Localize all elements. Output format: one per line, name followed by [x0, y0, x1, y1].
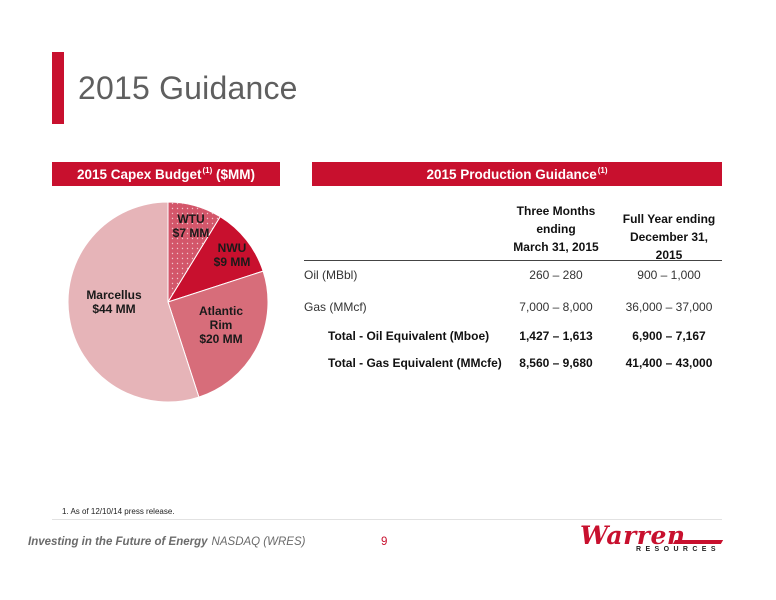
footer-divider [52, 519, 722, 520]
row-value-fy: 900 – 1,000 [637, 268, 701, 282]
logo-wordmark: Warren [580, 521, 686, 550]
pie-label-nwu: NWU $9 MM [214, 241, 251, 269]
pie-label-wtu: WTU $7 MM [173, 212, 210, 240]
table-row-oil: Oil (MBbl) 260 – 280 900 – 1,000 [304, 268, 722, 286]
page-title: 2015 Guidance [78, 70, 298, 106]
footer-tagline: Investing in the Future of Energy NASDAQ … [28, 536, 305, 548]
row-label: Oil (MBbl) [304, 268, 358, 282]
table-row-gas: Gas (MMcf) 7,000 – 8,000 36,000 – 37,000 [304, 300, 722, 318]
row-value-q1: 1,427 – 1,613 [519, 329, 593, 343]
pie-slice-nwu [166, 216, 264, 303]
row-value-fy: 41,400 – 43,000 [625, 356, 713, 370]
tagline-text: Investing in the Future of Energy [28, 536, 208, 548]
row-value-q1: 260 – 280 [529, 268, 583, 282]
pie-slice-marcellus [67, 201, 200, 403]
col-header-line: ending [536, 222, 576, 236]
col-header-line: December 31, 2015 [629, 230, 709, 262]
row-value-q1: 8,560 – 9,680 [519, 356, 593, 370]
row-label: Total - Oil Equivalent (Mboe) [328, 329, 490, 343]
title-accent-bar [52, 52, 64, 124]
col-header-line: Three Months [516, 204, 596, 218]
capex-header-footnote-ref: (1) [202, 165, 213, 175]
footnote: 1. As of 12/10/14 press release. [62, 507, 175, 516]
page-number: 9 [381, 536, 388, 548]
col-header-line: March 31, 2015 [513, 240, 599, 254]
production-header-footnote-ref: (1) [597, 165, 608, 175]
row-value-fy: 6,900 – 7,167 [632, 329, 706, 343]
capex-header-unit: ($MM) [216, 166, 256, 182]
table-row-total-gas-equivalent: Total - Gas Equivalent (MMcfe) 8,560 – 9… [304, 356, 722, 374]
pie-label-marcellus: Marcellus $44 MM [86, 288, 142, 316]
production-section-header: 2015 Production Guidance (1) [312, 162, 722, 186]
col-header-line: Full Year ending [622, 212, 716, 226]
logo-subtitle: RESOURCES [636, 546, 720, 553]
table-header-rule [304, 260, 722, 261]
row-label: Total - Gas Equivalent (MMcfe) [328, 356, 502, 370]
pie-slice-atlantic-rim [167, 270, 269, 398]
col-header-full-year: Full Year ending December 31, 2015 [616, 210, 722, 264]
warren-resources-logo: Warren RESOURCES [580, 522, 726, 556]
table-row-total-oil-equivalent: Total - Oil Equivalent (Mboe) 1,427 – 1,… [304, 329, 722, 347]
pie-slice-pattern [168, 202, 221, 302]
row-label: Gas (MMcf) [304, 300, 367, 314]
pie-label-atlantic-rim: Atlantic Rim $20 MM [199, 304, 243, 346]
production-header-text: 2015 Production Guidance [426, 166, 597, 182]
ticker-text: NASDAQ (WRES) [211, 536, 306, 548]
capex-section-header: 2015 Capex Budget (1) ($MM) [52, 162, 280, 186]
col-header-three-months: Three Months ending March 31, 2015 [500, 202, 612, 256]
logo-swoosh [672, 540, 724, 544]
row-value-fy: 36,000 – 37,000 [625, 300, 713, 314]
capex-header-text: 2015 Capex Budget [76, 166, 202, 182]
row-value-q1: 7,000 – 8,000 [519, 300, 593, 314]
